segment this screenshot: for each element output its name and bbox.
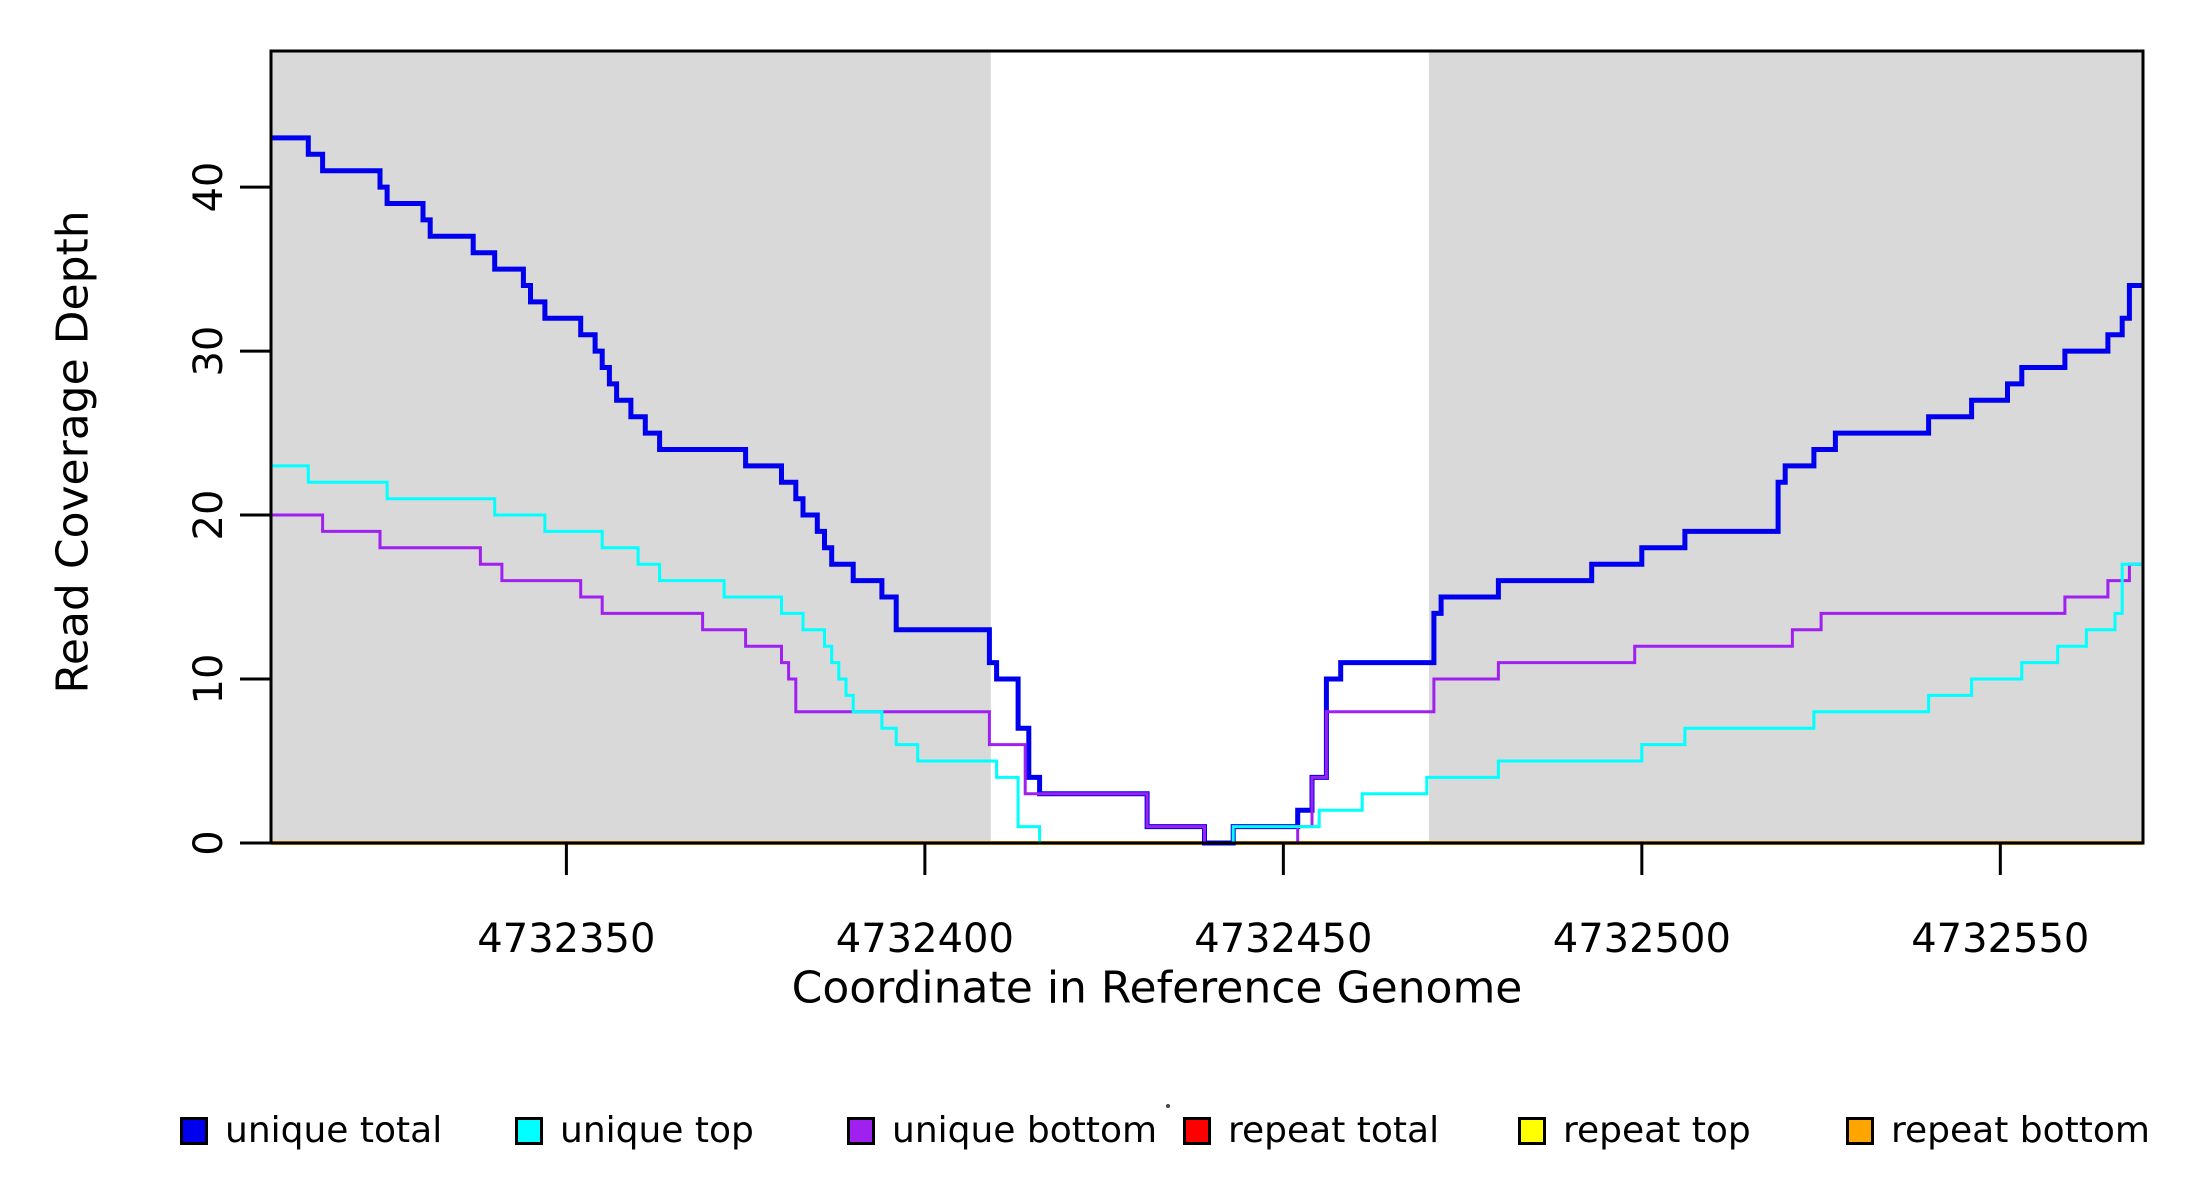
legend-label: repeat top [1563,1110,1751,1151]
x-tick-label: 4732350 [477,916,655,962]
legend-swatch [1846,1117,1874,1145]
x-tick-label: 4732450 [1194,916,1372,962]
y-axis-title: Read Coverage Depth [47,210,99,694]
legend-label: unique top [560,1110,754,1151]
stray-dot [1166,1104,1170,1108]
plot-border [269,49,2145,845]
series-unique-top [271,464,2143,845]
legend-swatch [515,1117,543,1145]
x-tick-label: 4732400 [836,916,1014,962]
series-unique-bottom [271,513,2143,845]
legend-item-repeat-top: repeat top [1518,1113,1751,1149]
y-tick-label: 20 [186,490,232,541]
y-tick-label: 40 [186,162,232,213]
x-tick-label: 4732550 [1911,916,2089,962]
shaded-region [1428,51,2143,843]
legend-label: repeat total [1228,1110,1440,1151]
x-tick-label: 4732500 [1553,916,1731,962]
x-axis-title: Coordinate in Reference Genome [791,962,1523,1014]
legend-label: repeat bottom [1891,1110,2150,1151]
legend-swatch [180,1117,208,1145]
legend-label: unique total [225,1110,443,1151]
legend-swatch [1518,1117,1546,1145]
legend-item-repeat-bottom: repeat bottom [1846,1113,2150,1149]
y-tick-label: 0 [186,830,232,855]
legend-label: unique bottom [892,1110,1158,1151]
legend-swatch [1183,1117,1211,1145]
legend-item-unique-top: unique top [515,1113,754,1149]
y-tick-label: 30 [186,326,232,377]
y-tick-label: 10 [186,654,232,705]
legend-item-unique-total: unique total [180,1113,442,1149]
legend-item-repeat-total: repeat total [1183,1113,1439,1149]
series-unique-total [271,135,2143,846]
legend-item-unique-bottom: unique bottom [847,1113,1157,1149]
legend-swatch [847,1117,875,1145]
